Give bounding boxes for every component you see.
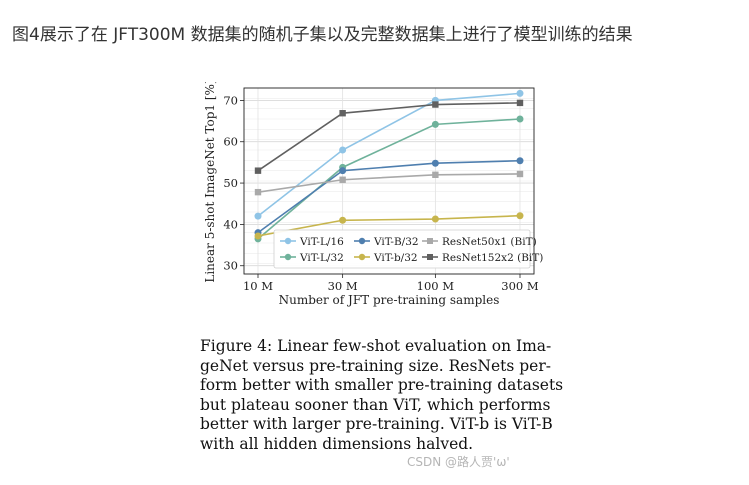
figure-caption: Figure 4: Linear few-shot evaluation on … <box>200 337 564 455</box>
x-tick-label: 300 M <box>501 279 539 293</box>
series-line <box>257 118 521 240</box>
x-tick-label: 10 M <box>243 279 273 293</box>
data-point <box>339 176 346 183</box>
legend-marker <box>427 254 433 260</box>
legend-label: ViT-b/32 <box>373 252 418 264</box>
caption-line: but plateau sooner than ViT, which perfo… <box>200 395 551 414</box>
caption-line: with all hidden dimensions halved. <box>200 434 474 453</box>
legend-label: ViT-L/16 <box>299 236 344 248</box>
data-point <box>516 157 524 165</box>
data-point <box>516 89 524 97</box>
page-heading: 图4展示了在 JFT300M 数据集的随机子集以及完整数据集上进行了模型训练的结… <box>12 25 633 45</box>
data-point <box>339 146 347 154</box>
data-point <box>516 99 524 107</box>
data-point <box>254 212 262 220</box>
y-tick-label: 50 <box>223 176 238 190</box>
legend-box <box>273 229 531 269</box>
data-point <box>254 167 262 174</box>
legend-marker <box>284 237 292 245</box>
legend-marker <box>358 253 366 261</box>
data-point <box>431 215 439 223</box>
y-tick-label: 70 <box>223 93 238 107</box>
data-point <box>339 216 347 224</box>
legend-label: ResNet50x1 (BiT) <box>442 236 537 248</box>
caption-line: Figure 4: Linear few-shot evaluation on … <box>200 337 552 355</box>
series-line <box>257 92 521 217</box>
legend-marker <box>427 238 433 244</box>
data-point <box>431 120 439 128</box>
legend-label: ViT-L/32 <box>299 252 344 264</box>
y-tick-label: 30 <box>223 259 238 273</box>
data-point <box>339 110 346 117</box>
y-tick-label: 40 <box>223 217 238 231</box>
legend-marker <box>358 237 366 245</box>
data-point <box>516 170 524 178</box>
data-point <box>254 232 262 240</box>
legend-marker <box>284 253 292 261</box>
x-tick-label: 30 M <box>328 279 358 293</box>
y-axis-label: Linear 5-shot ImageNet Top1 [%] <box>203 82 217 283</box>
legend-label: ViT-B/32 <box>373 236 419 248</box>
x-tick-label: 100 M <box>417 279 455 293</box>
series-line <box>257 102 521 172</box>
data-point <box>432 171 439 178</box>
caption-line: form better with smaller pre-training da… <box>200 376 564 395</box>
data-point <box>516 115 524 123</box>
caption-line: geNet versus pre-training size. ResNets … <box>200 356 551 375</box>
data-point <box>254 188 262 196</box>
y-tick-label: 60 <box>223 135 238 149</box>
caption-line: better with larger pre-training. ViT-b i… <box>200 415 553 434</box>
series-line <box>257 214 521 237</box>
watermark: CSDN @路人贾'ω' <box>407 455 510 469</box>
data-point <box>516 212 524 220</box>
series-line <box>257 159 521 234</box>
data-point <box>339 167 347 175</box>
series-line <box>257 173 521 193</box>
data-point <box>432 101 439 108</box>
legend-label: ResNet152x2 (BiT) <box>442 252 543 264</box>
data-point <box>431 159 439 167</box>
x-axis-label: Number of JFT pre-training samples <box>279 293 500 307</box>
plot-frame <box>243 87 535 275</box>
